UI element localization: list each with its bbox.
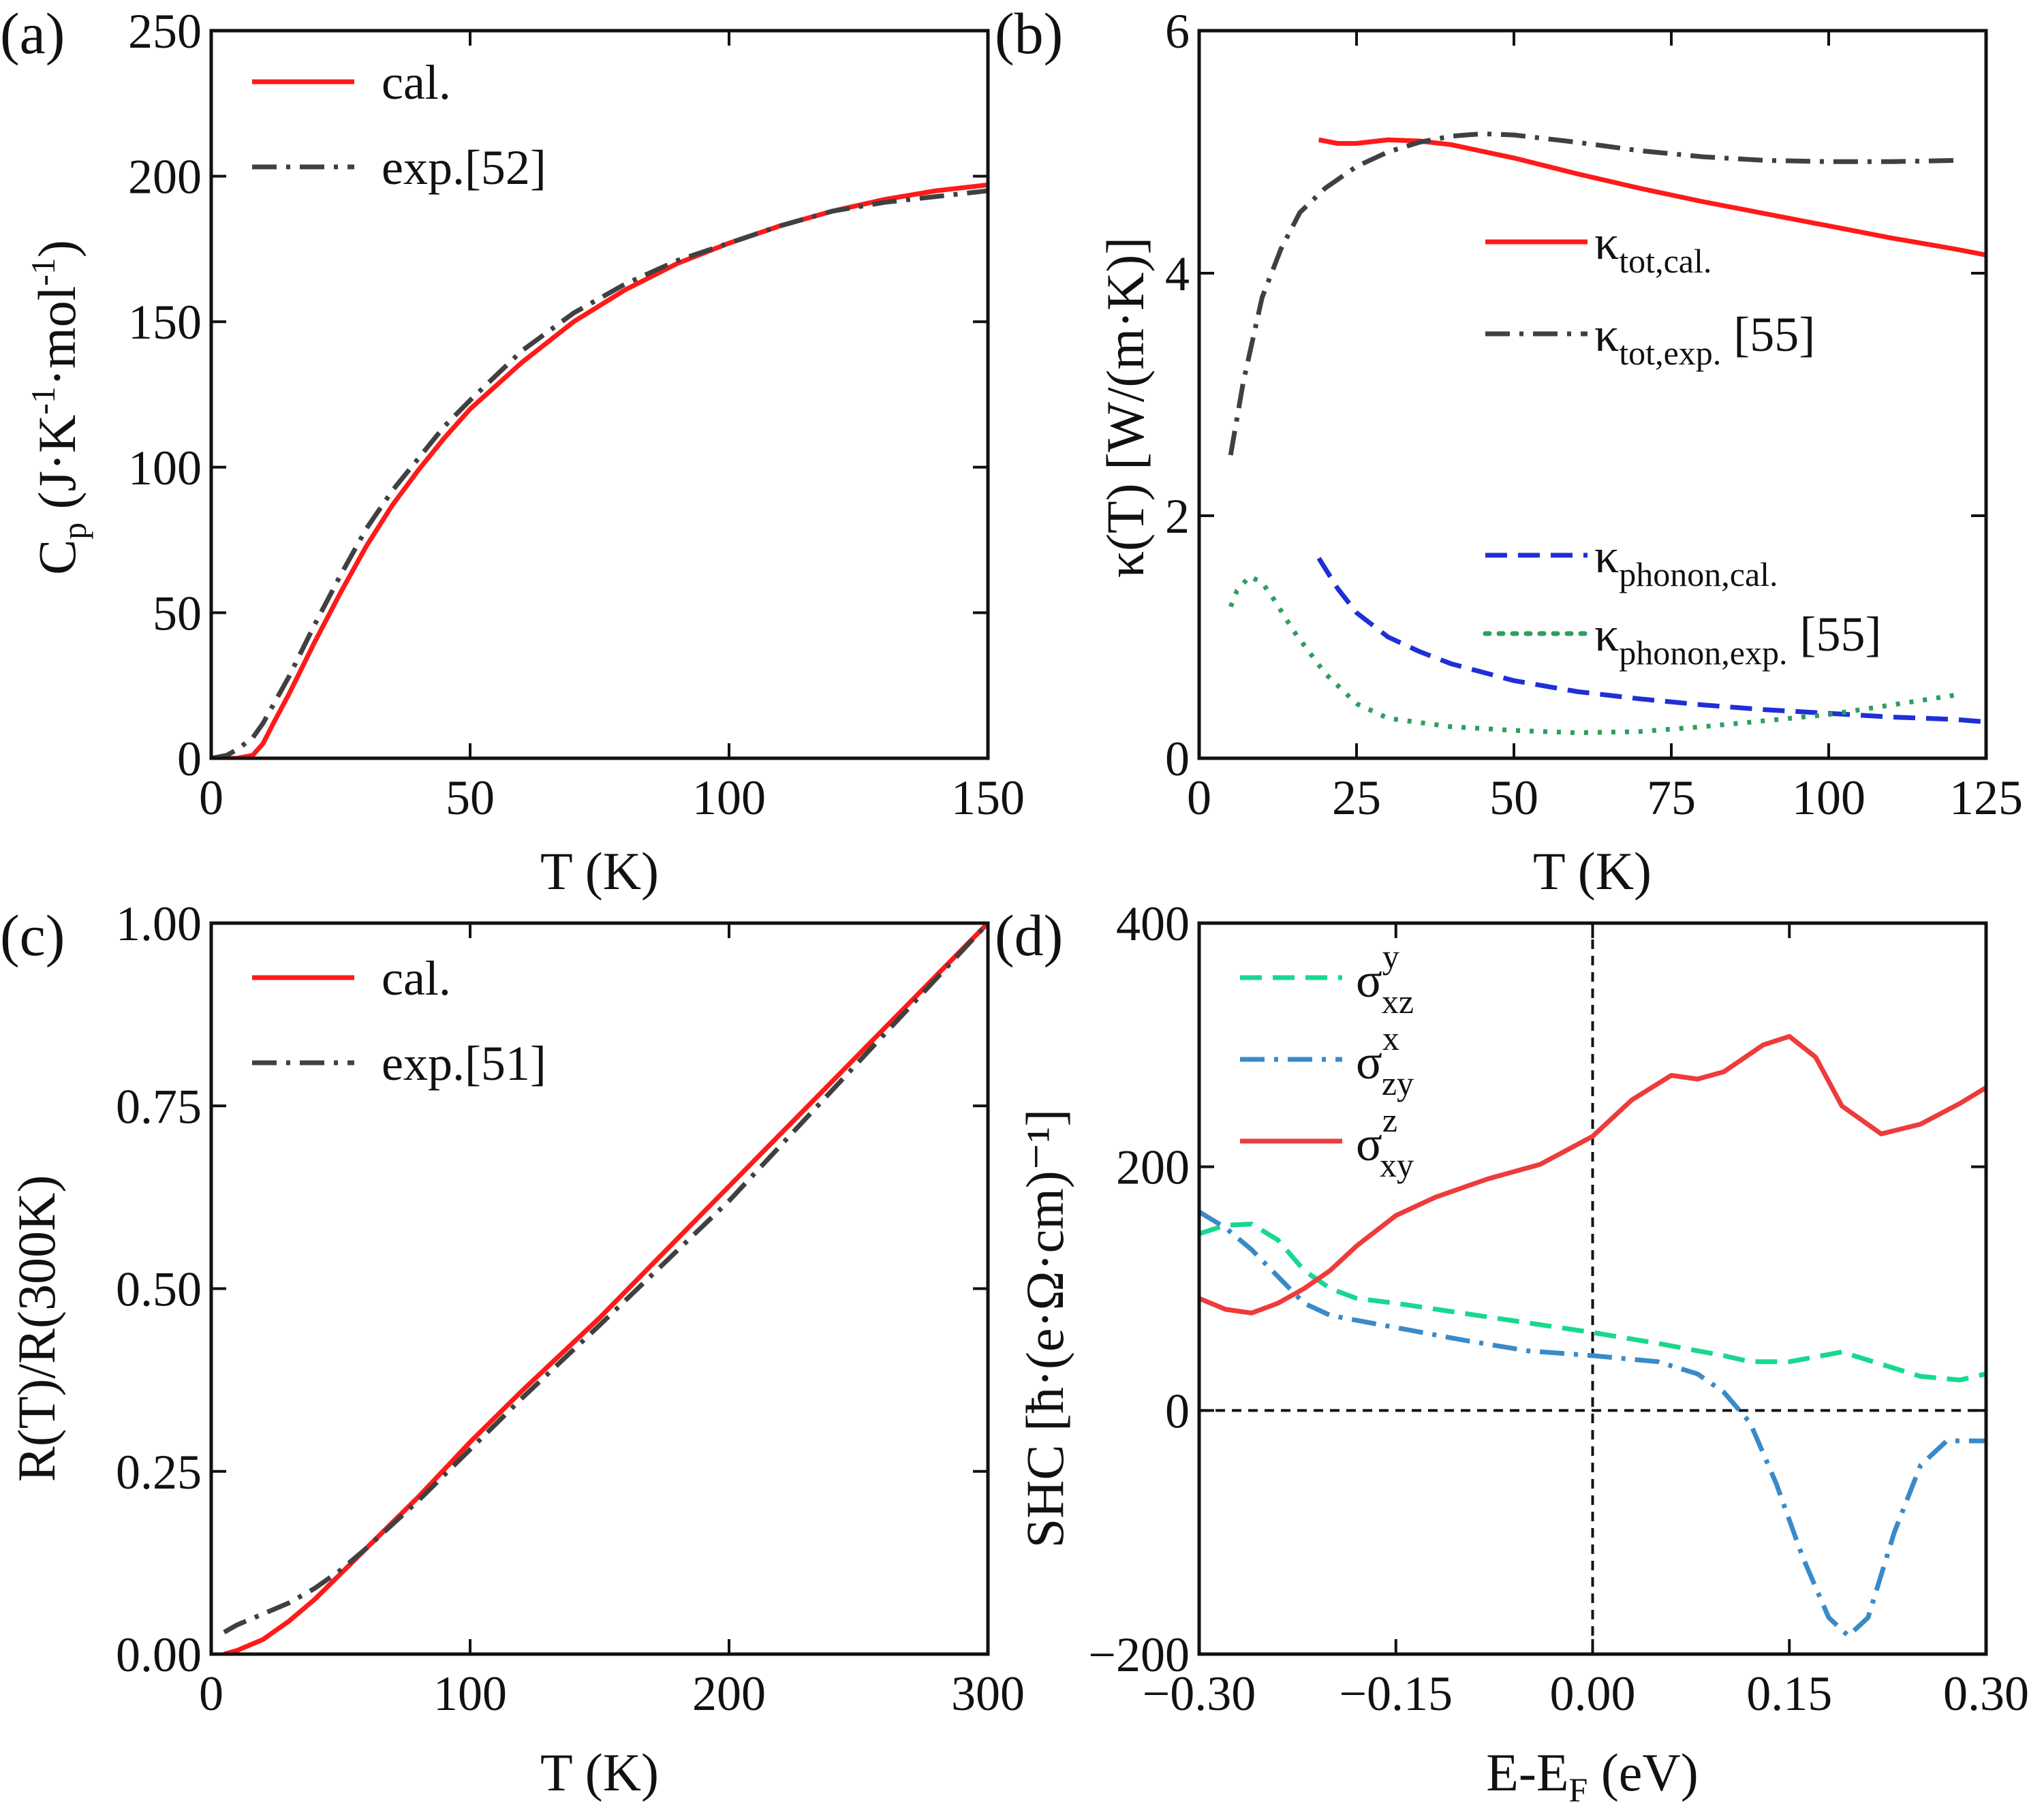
y-tick-label-c: 1.00 [116, 897, 202, 951]
legend-label-b-1: κtot,cal. [1594, 215, 1712, 280]
x-tick-label-b: 25 [1332, 771, 1381, 825]
panel-label-a: (a) [0, 1, 65, 66]
x-tick-label-d: 0.00 [1550, 1666, 1636, 1721]
x-tick-label-b: 75 [1647, 771, 1696, 825]
series-line-c-1 [223, 923, 988, 1654]
x-axis-label-d: E-EF (eV) [1486, 1743, 1698, 1804]
legend-label-b-4: κphonon,exp. [55] [1594, 607, 1881, 672]
y-tick-label-b: 0 [1165, 732, 1190, 786]
y-tick-label-d: 200 [1116, 1140, 1190, 1195]
y-tick-label-a: 50 [153, 586, 202, 640]
x-tick-label-c: 200 [692, 1666, 766, 1721]
y-tick-label-b: 2 [1165, 489, 1190, 544]
x-tick-label-a: 50 [446, 771, 495, 825]
x-tick-label-c: 100 [433, 1666, 507, 1721]
plot-frame-c [209, 921, 990, 1656]
y-axis-label-b: κ(T) [W/(m·K)] [1096, 237, 1155, 578]
x-tick-label-d: −0.15 [1339, 1666, 1453, 1721]
y-tick-label-a: 250 [128, 4, 202, 59]
y-tick-label-a: 200 [128, 150, 202, 204]
y-tick-label-b: 6 [1165, 4, 1190, 59]
panel-c: 0 100 200 300 0.00 0.25 0.50 0.75 1.00 cal. exp.[5… [116, 897, 1025, 1721]
x-tick-label-c: 0 [199, 1666, 223, 1721]
x-tick-label-b: 50 [1489, 771, 1538, 825]
y-tick-label-b: 4 [1165, 247, 1190, 301]
x-tick-label-d: 0.30 [1943, 1666, 2029, 1721]
series-line-d-3 [1199, 1033, 1986, 1316]
x-tick-label-a: 0 [199, 771, 223, 825]
series-line-b-2 [1228, 131, 1955, 456]
x-tick-label-b: 100 [1792, 771, 1865, 825]
legend-label-d-3: σz xy [1356, 1101, 1414, 1184]
y-tick-label-c: 0.25 [116, 1445, 202, 1499]
legend-label-a-2: exp.[52] [382, 140, 546, 195]
y-tick-label-a: 150 [128, 295, 202, 349]
plot-frame-b [1197, 29, 1988, 760]
y-tick-label-c: 0.00 [116, 1628, 202, 1682]
y-tick-label-a: 0 [177, 732, 202, 786]
legend-label-d-1: σy xz [1356, 937, 1414, 1021]
x-axis-label-b: T (K) [1533, 841, 1652, 901]
x-axis-label-c: T (K) [540, 1743, 659, 1802]
legend-label-c-2: exp.[51] [382, 1036, 546, 1091]
x-tick-label-b: 0 [1187, 771, 1211, 825]
legend-label-d-2: σx zy [1356, 1019, 1414, 1102]
series-line-d-2 [1199, 1209, 1986, 1638]
x-tick-label-a: 150 [951, 771, 1025, 825]
x-tick-label-c: 300 [951, 1666, 1025, 1721]
panel-label-d: (d) [995, 903, 1063, 968]
legend-label-b-2: κtot,exp. [55] [1594, 307, 1815, 372]
y-tick-label-a: 100 [128, 441, 202, 495]
plot-frame-a [209, 29, 990, 760]
x-tick-label-d: 0.15 [1746, 1666, 1832, 1721]
y-tick-label-d: 0 [1165, 1384, 1190, 1438]
y-axis-label-a: Cp (J·K-1·mol-1) [24, 240, 93, 575]
x-tick-label-b: 125 [1949, 771, 2023, 825]
y-tick-label-c: 0.75 [116, 1079, 202, 1134]
series-line-c-2 [223, 923, 988, 1634]
series-line-a-2 [211, 188, 988, 758]
panel-label-c: (c) [0, 903, 65, 968]
legend-label-c-1: cal. [382, 951, 451, 1006]
series-line-b-4 [1228, 574, 1955, 736]
legend-label-a-1: cal. [382, 55, 451, 110]
y-axis-label-c: R(T)/R(300K) [7, 1175, 66, 1482]
y-tick-label-d: 400 [1116, 897, 1190, 951]
panel-a: 0 50 100 150 0 50 100 150 200 250 cal. exp.[52] [128, 4, 1025, 825]
series-line-b-1 [1318, 137, 1986, 258]
x-tick-label-a: 100 [692, 771, 766, 825]
x-axis-label-a: T (K) [540, 841, 659, 901]
panel-b: 0 25 50 75 100 125 0 2 4 6 κtot,cal. κtot,exp. [55]… [1165, 4, 2023, 825]
y-tick-label-d: −200 [1088, 1628, 1190, 1682]
y-tick-label-c: 0.50 [116, 1262, 202, 1317]
x-tick-label-d: −0.30 [1143, 1666, 1256, 1721]
series-line-a-1 [211, 182, 988, 758]
series-line-b-3 [1316, 557, 1986, 725]
legend-label-b-3: κphonon,cal. [1594, 529, 1778, 593]
panel-label-b: (b) [995, 1, 1063, 66]
y-axis-label-d: SHC [ħ·(e·Ω·cm)⁻¹] [1015, 1109, 1074, 1549]
